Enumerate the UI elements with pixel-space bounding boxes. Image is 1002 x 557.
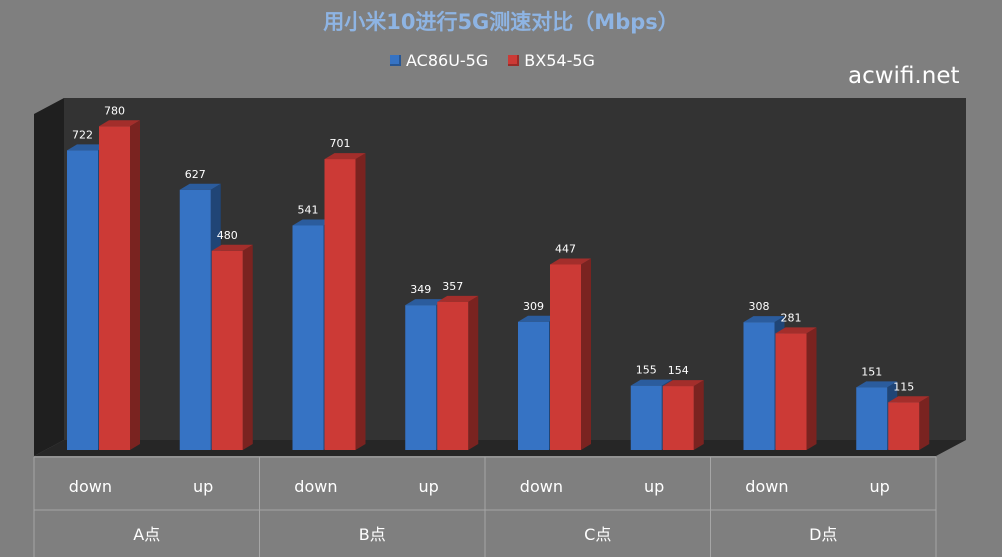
data-label: 154 xyxy=(668,364,689,377)
legend-label-bx54: BX54-5G xyxy=(524,51,595,70)
data-label: 541 xyxy=(298,203,319,216)
bar-top xyxy=(662,380,704,387)
bar-top xyxy=(292,219,334,226)
data-label: 701 xyxy=(330,137,351,150)
bar-side xyxy=(806,327,817,450)
bar-top xyxy=(743,316,785,323)
bar-top xyxy=(775,327,817,334)
bar-top xyxy=(550,258,591,265)
x-tick-label: up xyxy=(869,477,889,496)
bar xyxy=(67,150,98,450)
data-label: 281 xyxy=(781,311,802,324)
bar-top xyxy=(67,144,108,151)
bar xyxy=(550,264,581,450)
bar-top xyxy=(888,396,930,403)
chart-legend: AC86U-5G BX54-5G xyxy=(390,51,595,70)
x-tick-label: down xyxy=(520,477,563,496)
data-label: 115 xyxy=(893,380,914,393)
watermark-text: acwifi.net xyxy=(848,63,960,89)
legend-swatch-bx54 xyxy=(508,55,520,66)
bar-top xyxy=(405,299,447,306)
legend-item-bx54: BX54-5G xyxy=(508,51,595,70)
chart-back-wall xyxy=(64,98,966,440)
bar-top xyxy=(211,244,253,251)
bar xyxy=(99,126,130,451)
data-label: 357 xyxy=(442,280,463,293)
data-label: 349 xyxy=(410,283,431,296)
chart-side-wall xyxy=(34,98,64,456)
data-label: 480 xyxy=(217,229,238,242)
x-tick-label: up xyxy=(193,477,213,496)
x-tick-label: up xyxy=(418,477,438,496)
data-label: 627 xyxy=(185,168,206,181)
bar-top xyxy=(437,295,479,302)
bar-side xyxy=(919,396,930,450)
bar xyxy=(179,189,211,451)
legend-item-ac86u: AC86U-5G xyxy=(390,51,488,70)
bar-top xyxy=(518,315,559,322)
data-label: 447 xyxy=(555,242,576,255)
x-tick-label: up xyxy=(644,477,664,496)
bar-side xyxy=(130,120,140,451)
group-label: B点 xyxy=(359,525,386,544)
data-label: 155 xyxy=(636,364,657,377)
legend-label-ac86u: AC86U-5G xyxy=(406,51,489,70)
bar-side xyxy=(355,153,366,450)
x-tick-label: down xyxy=(745,477,788,496)
bar xyxy=(518,321,549,450)
bar-top xyxy=(630,379,672,386)
bar-side xyxy=(693,380,704,450)
bar xyxy=(888,402,920,450)
data-label: 722 xyxy=(72,128,93,141)
bar xyxy=(630,385,662,450)
bar-top xyxy=(324,153,366,160)
bar-top xyxy=(856,381,898,388)
bar xyxy=(662,386,694,450)
bar xyxy=(292,225,324,450)
group-label: A点 xyxy=(133,525,160,544)
bar xyxy=(856,387,888,450)
bar xyxy=(437,301,469,450)
data-label: 309 xyxy=(523,300,544,313)
group-label: D点 xyxy=(809,525,837,544)
bar-side xyxy=(581,258,591,450)
bar xyxy=(324,159,356,450)
bar-top xyxy=(99,120,140,127)
x-tick-label: down xyxy=(294,477,337,496)
group-label: C点 xyxy=(584,525,611,544)
data-label: 308 xyxy=(749,300,770,313)
x-tick-label: down xyxy=(69,477,112,496)
bar xyxy=(211,250,243,450)
bar xyxy=(775,333,807,450)
bar xyxy=(405,305,437,450)
bar-top xyxy=(179,183,221,190)
legend-swatch-ac86u xyxy=(390,55,401,66)
chart-title: 用小米10进行5G测速对比（Mbps） xyxy=(323,10,679,34)
data-label: 780 xyxy=(104,104,125,117)
bar-side xyxy=(242,244,253,450)
bar xyxy=(743,322,775,450)
data-label: 151 xyxy=(861,365,882,378)
chart-floor xyxy=(34,440,966,456)
bar-side xyxy=(468,295,479,450)
